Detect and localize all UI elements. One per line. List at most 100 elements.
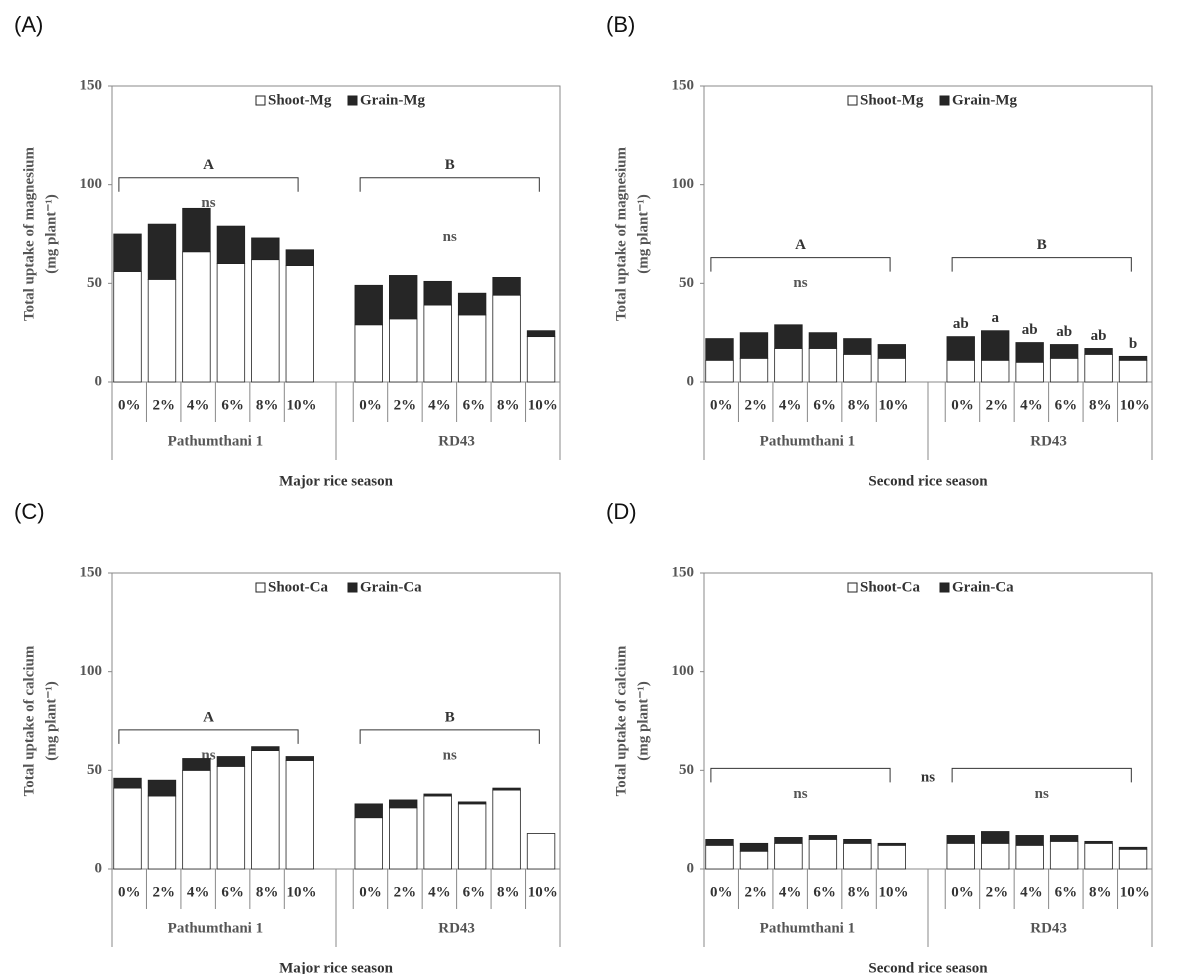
bar-letter: ab bbox=[1022, 322, 1038, 338]
bar-segment bbox=[740, 843, 768, 851]
x-tick-label: 6% bbox=[463, 397, 486, 413]
bar-segment bbox=[981, 843, 1009, 869]
bar-segment bbox=[148, 279, 176, 382]
bracket bbox=[952, 768, 1131, 782]
group-letter: B bbox=[445, 157, 455, 173]
x-tick-label: 6% bbox=[1055, 884, 1078, 900]
group-label: Pathumthani 1 bbox=[760, 920, 855, 936]
bar-segment bbox=[844, 839, 872, 843]
x-tick-label: 8% bbox=[256, 884, 279, 900]
legend-label: Grain-Mg bbox=[360, 92, 425, 108]
bar-segment bbox=[458, 315, 486, 382]
x-tick-label: 4% bbox=[1020, 397, 1043, 413]
significance: ns bbox=[443, 747, 457, 763]
x-tick-label: 2% bbox=[986, 884, 1009, 900]
bar-letter: b bbox=[1129, 336, 1137, 352]
y-tick-label: 0 bbox=[95, 373, 103, 389]
x-tick-label: 4% bbox=[779, 884, 802, 900]
x-tick-label: 10% bbox=[879, 397, 909, 413]
bar-letter: ab bbox=[953, 316, 969, 332]
bar-segment bbox=[1085, 843, 1113, 869]
bar-segment bbox=[389, 275, 417, 318]
x-tick-label: 10% bbox=[1120, 397, 1150, 413]
bar-segment bbox=[1119, 849, 1147, 869]
bar-letter: a bbox=[991, 310, 999, 326]
bar-segment bbox=[809, 348, 837, 382]
bar-segment bbox=[809, 333, 837, 349]
x-tick-label: 10% bbox=[528, 397, 558, 413]
panel: (D)050100150Total uptake of calcium(mg p… bbox=[606, 499, 1152, 974]
bar-segment bbox=[809, 835, 837, 839]
bar-segment bbox=[493, 295, 521, 382]
x-tick-label: 8% bbox=[497, 884, 520, 900]
y-tick-label: 150 bbox=[80, 77, 103, 93]
bar-segment bbox=[114, 788, 142, 869]
legend-swatch bbox=[848, 96, 857, 105]
bar-segment bbox=[844, 354, 872, 382]
y-tick-label: 50 bbox=[87, 762, 102, 778]
x-tick-label: 2% bbox=[394, 397, 417, 413]
x-tick-label: 0% bbox=[710, 397, 733, 413]
x-tick-label: 6% bbox=[463, 884, 486, 900]
x-tick-label: 0% bbox=[118, 884, 141, 900]
bar-segment bbox=[527, 833, 555, 869]
bar-segment bbox=[183, 758, 211, 770]
group-letter: A bbox=[203, 709, 214, 725]
y-tick-label: 100 bbox=[80, 663, 103, 679]
legend-label: Shoot-Mg bbox=[860, 92, 924, 108]
x-tick-label: 2% bbox=[152, 397, 175, 413]
bar-segment bbox=[493, 790, 521, 869]
x-tick-label: 8% bbox=[1089, 884, 1112, 900]
bar-segment bbox=[493, 788, 521, 790]
legend-swatch bbox=[940, 583, 949, 592]
bar-segment bbox=[878, 358, 906, 382]
bar-segment bbox=[947, 843, 975, 869]
y-axis-title: Total uptake of calcium bbox=[21, 645, 37, 796]
bar-segment bbox=[355, 804, 383, 818]
x-axis-title: Major rice season bbox=[279, 960, 394, 974]
bar-segment bbox=[493, 277, 521, 295]
x-tick-label: 8% bbox=[1089, 397, 1112, 413]
bar-segment bbox=[183, 252, 211, 382]
bar-segment bbox=[1050, 358, 1078, 382]
bar-segment bbox=[981, 331, 1009, 361]
bar-segment bbox=[706, 839, 734, 845]
bar-segment bbox=[252, 260, 280, 382]
bar-segment bbox=[775, 325, 803, 349]
bracket bbox=[711, 768, 890, 782]
group-label: Pathumthani 1 bbox=[168, 920, 263, 936]
bar-segment bbox=[947, 337, 975, 361]
bracket bbox=[119, 730, 298, 744]
x-tick-label: 2% bbox=[986, 397, 1009, 413]
legend-swatch bbox=[348, 96, 357, 105]
bar-segment bbox=[1050, 835, 1078, 841]
bar-segment bbox=[775, 843, 803, 869]
y-tick-label: 0 bbox=[687, 860, 695, 876]
bar-segment bbox=[844, 339, 872, 355]
y-axis-title: (mg plant⁻¹) bbox=[43, 681, 59, 761]
bar-segment bbox=[1016, 835, 1044, 845]
group-label: RD43 bbox=[438, 433, 475, 449]
legend-label: Grain-Mg bbox=[952, 92, 1017, 108]
bar-segment bbox=[148, 796, 176, 869]
bar-segment bbox=[458, 804, 486, 869]
bar-segment bbox=[355, 325, 383, 382]
x-tick-label: 6% bbox=[221, 884, 244, 900]
x-tick-label: 8% bbox=[497, 397, 520, 413]
panel-label: (C) bbox=[14, 499, 45, 524]
x-tick-label: 4% bbox=[428, 397, 451, 413]
x-tick-label: 6% bbox=[1055, 397, 1078, 413]
x-tick-label: 6% bbox=[813, 397, 836, 413]
x-tick-label: 8% bbox=[848, 884, 871, 900]
x-tick-label: 8% bbox=[848, 397, 871, 413]
x-tick-label: 10% bbox=[287, 397, 317, 413]
group-label: Pathumthani 1 bbox=[760, 433, 855, 449]
x-tick-label: 4% bbox=[187, 884, 210, 900]
bar-segment bbox=[981, 360, 1009, 382]
bar-segment bbox=[706, 339, 734, 361]
bar-segment bbox=[217, 766, 245, 869]
bar-segment bbox=[878, 843, 906, 845]
significance: ns bbox=[443, 229, 457, 245]
